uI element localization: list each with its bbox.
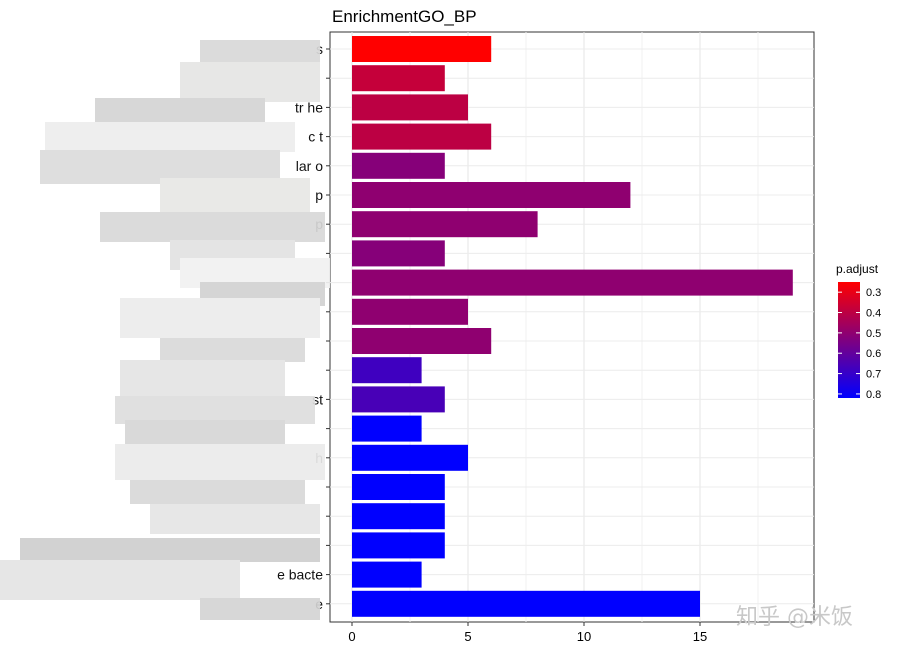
bar: [352, 152, 445, 179]
bar: [352, 561, 422, 588]
legend-title: p.adjust: [836, 262, 879, 276]
bar: [352, 386, 445, 413]
bar: [352, 357, 422, 384]
bar: [352, 328, 492, 354]
bar: [352, 532, 445, 559]
legend-ticks: 0.3 0.4 0.5 0.6 0.7 0.8: [838, 287, 881, 401]
bar-layer: [352, 36, 793, 617]
y-tick-label: e bacte: [277, 567, 323, 583]
legend: p.adjust 0.3 0.4 0.5 0.6 0.7 0.8: [836, 262, 881, 401]
bar: [352, 211, 538, 238]
watermark-text: 知乎 @米饭: [736, 605, 853, 630]
legend-tick-label: 0.3: [866, 287, 881, 299]
bar: [352, 503, 445, 530]
legend-tick-label: 0.8: [866, 389, 881, 401]
bar: [352, 94, 468, 121]
y-tick-label: st: [312, 391, 323, 407]
bar: [352, 444, 468, 471]
x-axis: 0 5 10 15: [348, 622, 707, 644]
bar: [352, 590, 700, 617]
x-tick-label: 5: [464, 629, 471, 644]
legend-tick-label: 0.7: [866, 369, 881, 381]
legend-tick-label: 0.5: [866, 328, 881, 340]
chart-title: EnrichmentGO_BP: [332, 7, 477, 26]
x-tick-label: 10: [577, 629, 591, 644]
y-tick-label: p: [315, 187, 323, 203]
bar: [352, 269, 793, 296]
bar: [352, 240, 445, 267]
label-redaction-overlay: [0, 40, 330, 620]
bar: [352, 36, 492, 62]
x-tick-label: 15: [693, 629, 707, 644]
legend-tick-label: 0.6: [866, 348, 881, 360]
bar: [352, 298, 468, 325]
y-tick-label: lar o: [296, 158, 323, 174]
bar: [352, 182, 631, 208]
bar: [352, 123, 492, 150]
bar: [352, 65, 445, 92]
legend-colorbar: [838, 282, 860, 398]
bar: [352, 474, 445, 500]
y-tick-label: tr he: [295, 99, 323, 115]
y-tick-label: c t: [308, 129, 323, 145]
x-tick-label: 0: [348, 629, 355, 644]
legend-tick-label: 0.4: [866, 308, 881, 320]
bar: [352, 415, 422, 442]
